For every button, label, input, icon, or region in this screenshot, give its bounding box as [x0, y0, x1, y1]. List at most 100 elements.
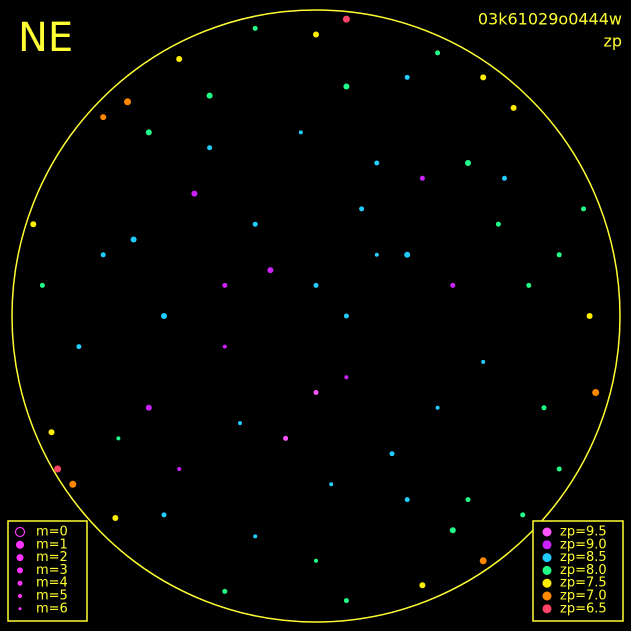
star-point — [39, 282, 45, 288]
star-point — [501, 175, 507, 181]
star-point — [586, 313, 593, 319]
star-point — [267, 267, 274, 274]
size-legend-marker — [17, 580, 23, 586]
star-point — [176, 55, 183, 62]
star-point — [314, 558, 318, 563]
size-legend-label: m=1 — [36, 537, 68, 552]
size-legend-label: m=2 — [36, 550, 68, 565]
star-point — [481, 359, 486, 364]
star-point — [435, 405, 440, 410]
star-point — [449, 527, 456, 534]
size-legend-marker — [18, 607, 22, 611]
zp-legend-marker — [542, 604, 552, 614]
zp-legend-label: zp=9.5 — [560, 525, 607, 540]
star-point — [207, 145, 213, 151]
star-point — [374, 160, 380, 166]
star-point — [54, 465, 62, 473]
size-legend-label: m=3 — [36, 563, 68, 578]
star-point — [359, 206, 365, 212]
star-point — [130, 236, 137, 243]
star-point — [404, 497, 410, 503]
horizon-circle — [11, 9, 621, 623]
star-point — [465, 497, 471, 503]
star-point — [124, 98, 132, 106]
size-legend-marker — [17, 567, 23, 574]
star-point — [404, 74, 410, 80]
star-point — [222, 588, 228, 594]
star-point — [374, 252, 379, 257]
star-point — [541, 405, 547, 411]
star-point — [450, 282, 456, 288]
star-point — [419, 582, 426, 589]
star-point — [404, 251, 411, 258]
star-point — [313, 282, 319, 288]
star-point — [313, 390, 319, 395]
star-point — [592, 389, 600, 396]
star-point — [238, 421, 242, 426]
zp-legend-label: zp=7.5 — [560, 576, 607, 591]
zp-legend-label: zp=9.0 — [560, 537, 607, 552]
star-point — [465, 160, 471, 166]
star-point — [116, 436, 121, 441]
size-legend-marker — [14, 526, 26, 538]
star-point — [343, 313, 349, 319]
star-point — [100, 114, 107, 121]
star-point — [389, 451, 395, 457]
star-point — [480, 74, 487, 81]
star-point — [30, 221, 37, 228]
size-legend-marker — [16, 540, 24, 549]
star-point — [177, 467, 182, 471]
star-point — [479, 557, 487, 565]
frame-id: 03k61029o0444w — [478, 10, 622, 29]
star-point — [161, 313, 167, 319]
star-point — [69, 480, 77, 488]
star-point — [191, 190, 198, 197]
star-point — [100, 252, 106, 258]
star-point — [510, 104, 517, 111]
star-point — [76, 344, 82, 350]
star-point — [222, 344, 227, 349]
star-point — [520, 512, 526, 518]
size-legend-marker — [16, 554, 24, 562]
zp-legend-marker — [542, 565, 552, 575]
zp-legend-label: zp=7.0 — [560, 589, 607, 604]
size-legend-label: m=5 — [36, 589, 68, 604]
star-point — [495, 221, 501, 227]
star-point — [581, 206, 587, 212]
star-point — [252, 221, 258, 227]
zp-legend-label: zp=8.5 — [560, 550, 607, 565]
size-legend-label: m=0 — [36, 525, 68, 540]
star-point — [253, 534, 258, 539]
size-legend-label: m=4 — [36, 576, 68, 591]
star-point — [252, 25, 258, 31]
star-point — [556, 466, 562, 472]
star-point — [283, 435, 289, 441]
star-point — [526, 282, 532, 288]
star-point — [419, 175, 425, 181]
size-legend-marker — [18, 594, 22, 598]
star-point — [344, 375, 349, 380]
zp-legend-marker — [542, 553, 552, 563]
zp-legend-label: zp=6.5 — [560, 601, 607, 616]
zp-legend-marker — [542, 591, 552, 601]
star-point — [343, 83, 350, 90]
zp-legend-marker — [542, 540, 552, 550]
zp-legend-marker — [542, 578, 552, 588]
star-point — [112, 514, 119, 521]
star-point — [222, 282, 228, 288]
star-point — [435, 50, 441, 56]
zp-legend-label: zp=8.0 — [560, 563, 607, 578]
size-legend-label: m=6 — [36, 601, 68, 616]
zp-legend-marker — [542, 527, 552, 537]
star-point — [329, 482, 334, 487]
star-point — [145, 404, 152, 411]
star-point — [343, 598, 349, 604]
star-point — [161, 512, 167, 518]
star-point — [313, 31, 319, 38]
mode-label: zp — [603, 32, 622, 51]
star-point — [145, 129, 152, 136]
star-point — [556, 252, 562, 258]
star-point — [342, 15, 350, 23]
